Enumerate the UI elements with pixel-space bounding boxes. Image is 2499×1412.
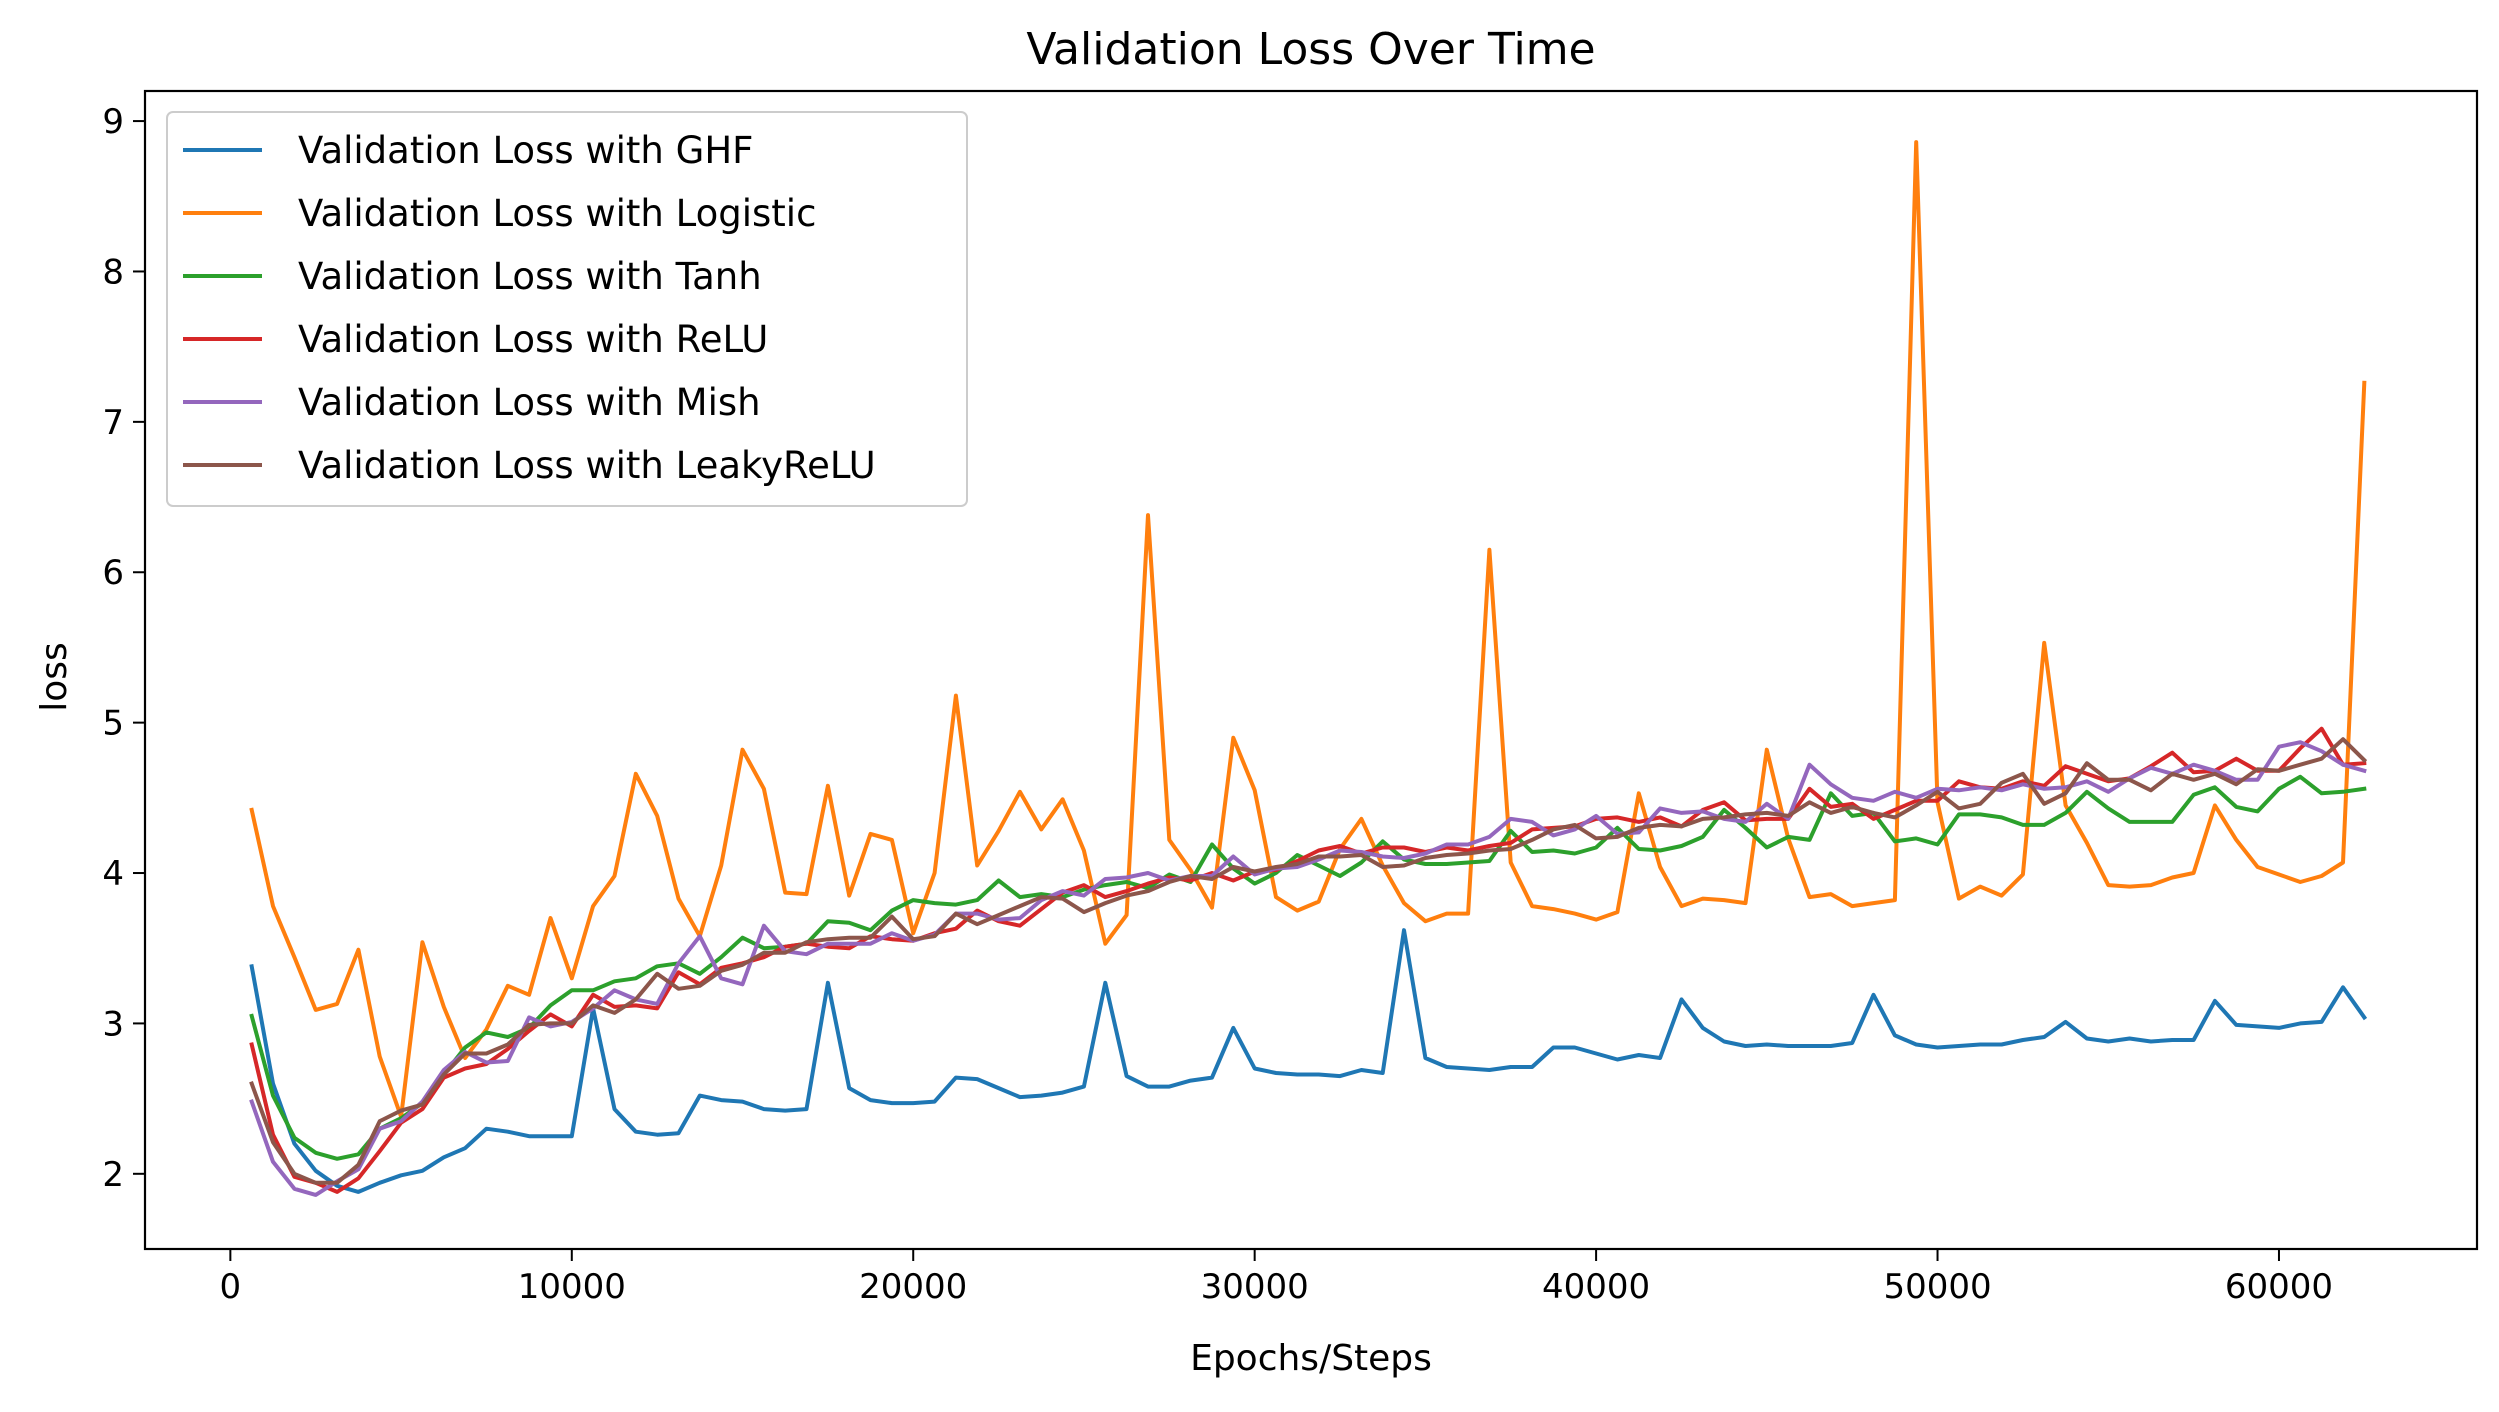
y-tick-label: 6 bbox=[102, 553, 124, 593]
chart-title: Validation Loss Over Time bbox=[1026, 24, 1595, 75]
legend: Validation Loss with GHF Validation Loss … bbox=[166, 111, 968, 507]
x-tick-label: 10000 bbox=[518, 1267, 626, 1307]
x-tick-label: 60000 bbox=[2225, 1267, 2333, 1307]
x-tick-label: 20000 bbox=[859, 1267, 967, 1307]
x-axis-label: Epochs/Steps bbox=[1190, 1338, 1432, 1379]
y-axis-ticks: 2 3 4 5 6 7 8 9 bbox=[102, 102, 145, 1195]
series-line-validation-loss-with-logistic bbox=[249, 140, 2367, 1119]
y-tick-label: 9 bbox=[102, 102, 124, 142]
x-tick-label: 30000 bbox=[1201, 1267, 1309, 1307]
series-line-validation-loss-with-leakyrelu bbox=[249, 737, 2368, 1185]
axes bbox=[143, 89, 2479, 1251]
legend-label-validation-loss-with-ghf: Validation Loss with GHF bbox=[298, 129, 753, 172]
x-axis-ticks: 0 10000 20000 30000 40000 50000 60000 bbox=[220, 1249, 2333, 1307]
legend-label-validation-loss-with-tanh: Validation Loss with Tanh bbox=[298, 255, 762, 298]
plot-frame bbox=[143, 89, 2479, 1251]
legend-label-validation-loss-with-leakyrelu: Validation Loss with LeakyReLU bbox=[298, 444, 876, 487]
y-tick-label: 3 bbox=[102, 1004, 124, 1044]
y-tick-label: 4 bbox=[102, 854, 124, 894]
legend-label-validation-loss-with-relu: Validation Loss with ReLU bbox=[298, 318, 768, 361]
legend-box bbox=[166, 111, 968, 507]
y-tick-label: 8 bbox=[102, 252, 124, 292]
y-tick-label: 7 bbox=[102, 403, 124, 443]
y-tick-label: 5 bbox=[102, 704, 124, 744]
legend-label-validation-loss-with-logistic: Validation Loss with Logistic bbox=[298, 192, 816, 235]
x-tick-label: 50000 bbox=[1883, 1267, 1991, 1307]
y-axis-label: loss bbox=[34, 642, 75, 712]
series-line-validation-loss-with-mish bbox=[249, 740, 2367, 1197]
series-line-validation-loss-with-ghf bbox=[249, 928, 2368, 1194]
y-tick-label: 2 bbox=[102, 1155, 124, 1195]
series-lines bbox=[249, 140, 2368, 1197]
legend-label-validation-loss-with-mish: Validation Loss with Mish bbox=[298, 381, 761, 424]
x-tick-label: 0 bbox=[220, 1267, 242, 1307]
x-tick-label: 40000 bbox=[1542, 1267, 1650, 1307]
